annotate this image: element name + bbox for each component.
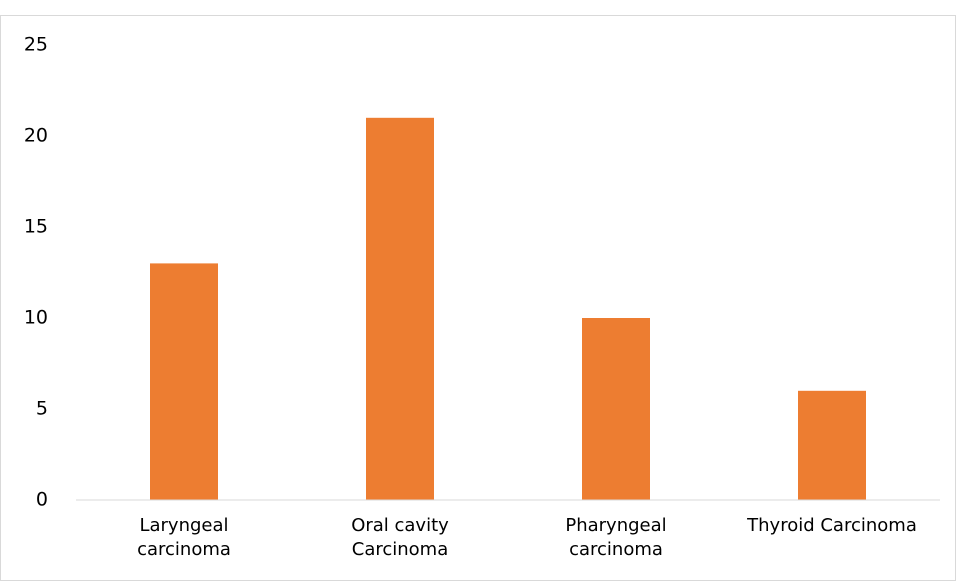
bar — [366, 117, 434, 501]
bar — [150, 263, 218, 500]
x-tick-label: Laryngeal carcinoma — [137, 515, 231, 560]
y-tick-label: 25 — [24, 34, 48, 56]
y-tick-label: 20 — [24, 125, 48, 147]
bar — [582, 318, 650, 500]
y-tick-label: 15 — [24, 216, 48, 238]
bar — [798, 390, 866, 500]
y-tick-label: 5 — [36, 398, 48, 420]
y-tick-label: 10 — [24, 307, 48, 329]
x-tick-label: Oral cavity Carcinoma — [351, 515, 449, 560]
x-tick-label: Thyroid Carcinoma — [747, 515, 917, 536]
y-tick-label: 0 — [36, 489, 48, 511]
x-tick-label: Pharyngeal carcinoma — [565, 515, 667, 560]
